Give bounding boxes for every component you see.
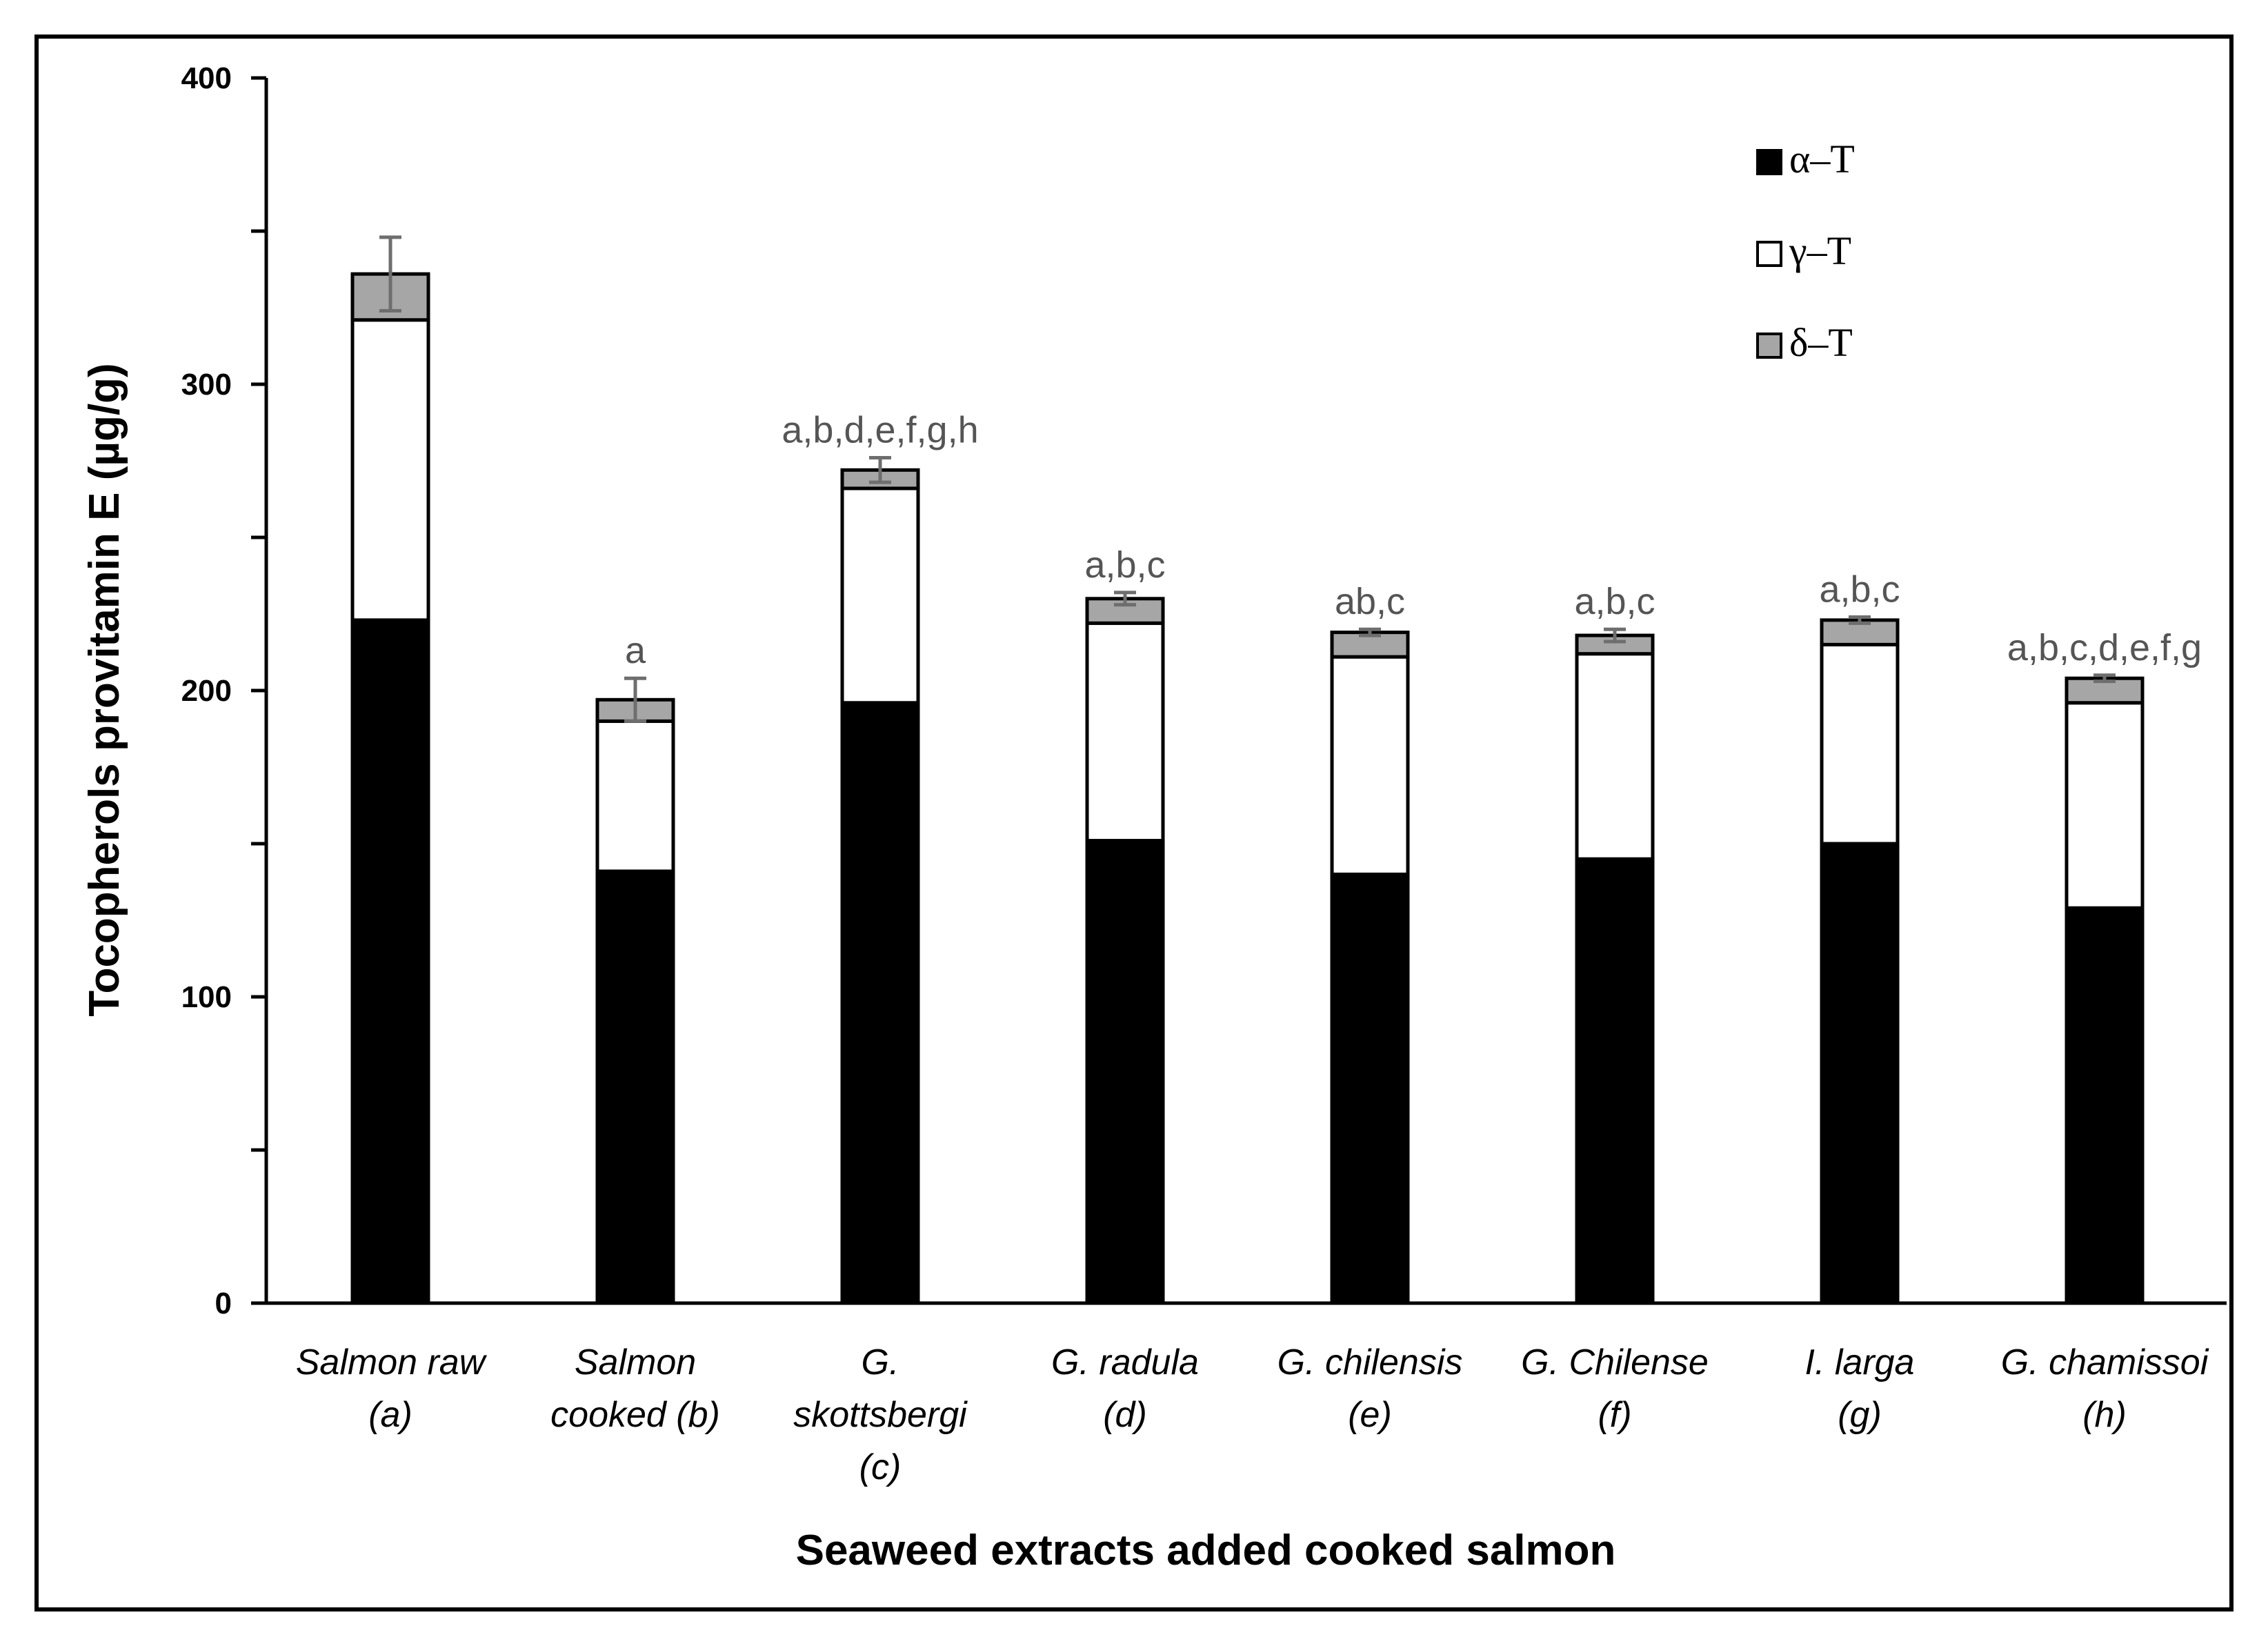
category-label-line: (g) <box>1838 1395 1882 1435</box>
category-label-line: G. Chilense <box>1521 1342 1709 1382</box>
category-label-line: (e) <box>1348 1395 1392 1435</box>
category-label-line: Salmon raw <box>296 1342 488 1382</box>
bar-segment-alpha <box>1085 839 1165 1305</box>
legend-swatch <box>1756 241 1782 267</box>
bar-segment-alpha <box>1330 872 1410 1305</box>
bar-segment-gamma <box>840 486 920 705</box>
category-label: Salmon cooked (b) <box>550 1342 720 1435</box>
category-label-line: skottsbergi <box>793 1395 968 1435</box>
significance-label: ab,c <box>1335 581 1405 622</box>
y-tick-label: 200 <box>181 674 232 708</box>
bar-segment-gamma <box>1575 652 1655 861</box>
category-label: G. skottsbergi (c) <box>793 1342 968 1487</box>
category-label-line: Salmon <box>575 1342 696 1382</box>
y-tick-label: 100 <box>181 980 232 1014</box>
significance-label: a,b,d,e,f,g,h <box>782 410 978 451</box>
significance-label: a,b,c <box>1574 581 1655 622</box>
category-label: I. larga (g) <box>1805 1342 1915 1435</box>
category-label-line: G. <box>862 1342 899 1382</box>
category-label-line: G. radula <box>1051 1342 1199 1382</box>
significance-label: a,b,c,d,e,f,g <box>2007 627 2202 668</box>
category-label-line: G. chamissoi <box>2001 1342 2209 1382</box>
y-tick-label: 400 <box>181 61 232 95</box>
category-label-line: I. larga <box>1805 1342 1915 1382</box>
legend-label: δ–T <box>1789 320 1853 365</box>
y-tick-label: 300 <box>181 368 232 401</box>
category-labels-layer: Salmon raw (a) Salmon cooked (b) G. skottsber… <box>296 1342 2209 1487</box>
bar-segment-gamma <box>350 318 430 622</box>
category-label: G. Chilense (f) <box>1521 1342 1709 1435</box>
category-label-line: (d) <box>1103 1395 1147 1435</box>
y-ticks-layer: 0 100 200 300 400 <box>181 61 266 1320</box>
annotations-layer: a a,b,d,e,f,g,h a,b,c ab,c a,b,c a,b,c a,b,c,d… <box>625 410 2202 672</box>
category-label-line: (a) <box>368 1395 412 1435</box>
y-tick-label: 0 <box>215 1287 232 1320</box>
significance-label: a <box>625 630 646 671</box>
bar-segment-gamma <box>1085 621 1165 843</box>
bar-segment-gamma <box>2065 701 2145 910</box>
bar-segment-alpha <box>2065 906 2145 1305</box>
bar-segment-alpha <box>595 869 675 1305</box>
y-axis-title: Tocopherols provitamin E (µg/g) <box>81 363 128 1016</box>
category-label: Salmon raw (a) <box>296 1342 488 1435</box>
legend: α–T γ–T δ–T <box>1756 137 1855 365</box>
category-label-line: (c) <box>859 1447 902 1487</box>
bar-segment-alpha <box>840 701 920 1305</box>
category-label-line: cooked (b) <box>550 1395 720 1435</box>
category-label: G. chamissoi (h) <box>2001 1342 2209 1435</box>
category-label: G. chilensis (e) <box>1277 1342 1463 1435</box>
axes-layer <box>264 78 2227 1305</box>
x-axis-title: Seaweed extracts added cooked salmon <box>796 1527 1616 1574</box>
legend-label: α–T <box>1789 137 1855 181</box>
bar-segment-alpha <box>1575 857 1655 1305</box>
category-label-line: (h) <box>2082 1395 2127 1435</box>
bar-segment-alpha <box>350 618 430 1305</box>
bar-segment-gamma <box>1330 655 1410 876</box>
category-label-line: G. chilensis <box>1277 1342 1463 1382</box>
significance-label: a,b,c <box>1084 544 1165 586</box>
category-label-line: (f) <box>1598 1395 1631 1435</box>
legend-swatch <box>1756 333 1782 359</box>
significance-label: a,b,c <box>1819 568 1900 610</box>
legend-label: γ–T <box>1789 228 1851 273</box>
category-label: G. radula (d) <box>1051 1342 1199 1435</box>
bars-layer <box>350 235 2145 1305</box>
bar-segment-gamma <box>595 719 675 873</box>
bar-segment-gamma <box>1820 642 1900 846</box>
legend-swatch <box>1756 149 1782 175</box>
bar-segment-alpha <box>1820 842 1900 1305</box>
